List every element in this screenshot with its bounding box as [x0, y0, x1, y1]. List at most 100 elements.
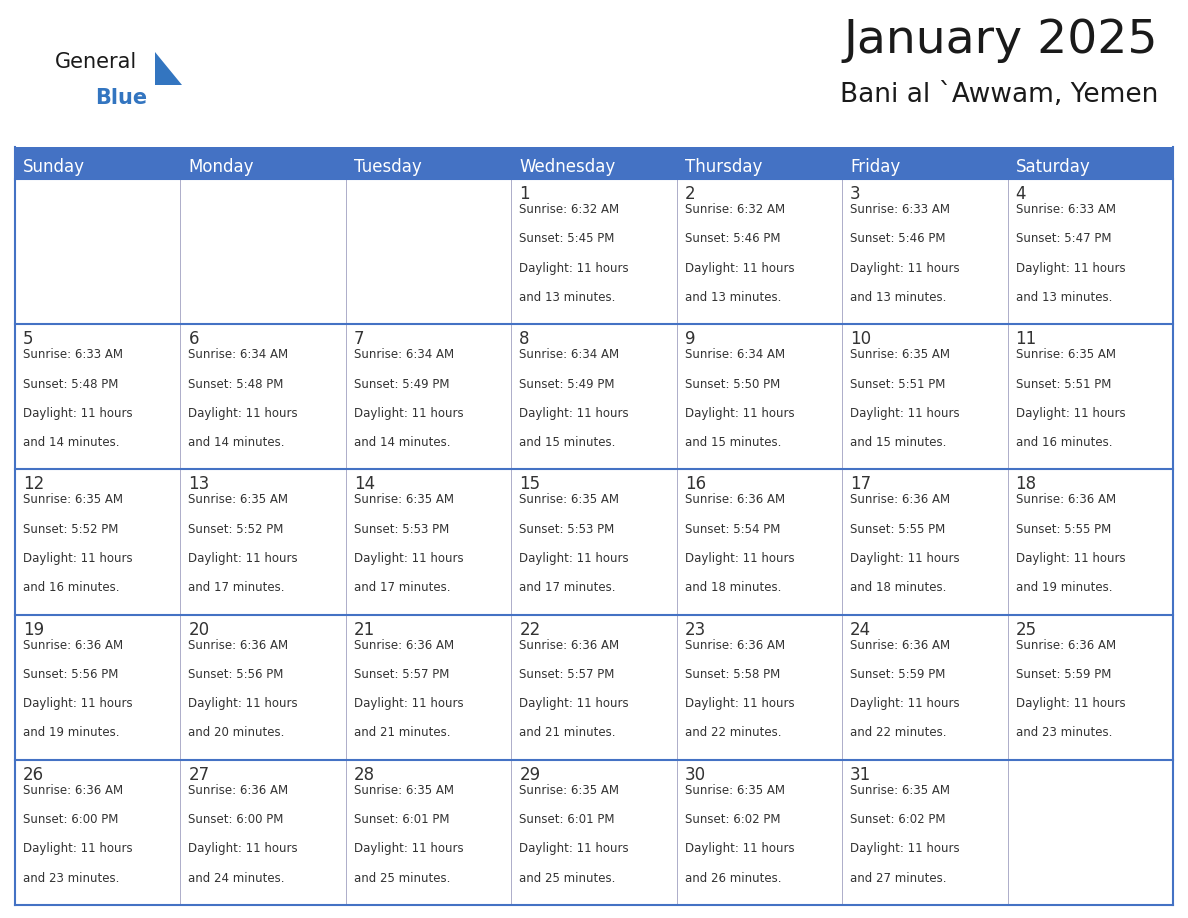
Text: Daylight: 11 hours: Daylight: 11 hours	[684, 843, 795, 856]
Text: Sunset: 5:50 PM: Sunset: 5:50 PM	[684, 377, 781, 390]
Text: Sunset: 6:01 PM: Sunset: 6:01 PM	[519, 813, 614, 826]
Text: 14: 14	[354, 476, 375, 493]
Text: 23: 23	[684, 621, 706, 639]
Text: and 21 minutes.: and 21 minutes.	[519, 726, 615, 740]
Text: Tuesday: Tuesday	[354, 158, 422, 176]
Text: and 21 minutes.: and 21 minutes.	[354, 726, 450, 740]
Text: 5: 5	[23, 330, 33, 348]
Bar	[181, 469, 346, 614]
Text: and 15 minutes.: and 15 minutes.	[851, 436, 947, 449]
Text: and 25 minutes.: and 25 minutes.	[354, 872, 450, 885]
Text: Daylight: 11 hours: Daylight: 11 hours	[519, 262, 628, 274]
Bar	[1007, 179, 1173, 324]
Bar	[677, 614, 842, 760]
Text: Sunset: 5:49 PM: Sunset: 5:49 PM	[519, 377, 614, 390]
Text: Sunset: 6:02 PM: Sunset: 6:02 PM	[851, 813, 946, 826]
Bar	[511, 324, 677, 469]
Text: Sunrise: 6:35 AM: Sunrise: 6:35 AM	[851, 348, 950, 361]
Text: Sunrise: 6:35 AM: Sunrise: 6:35 AM	[354, 784, 454, 797]
Text: and 19 minutes.: and 19 minutes.	[23, 726, 120, 740]
Text: Sunset: 5:55 PM: Sunset: 5:55 PM	[1016, 522, 1111, 536]
Text: Sunrise: 6:35 AM: Sunrise: 6:35 AM	[354, 493, 454, 507]
Text: Sunrise: 6:34 AM: Sunrise: 6:34 AM	[684, 348, 785, 361]
Bar	[15, 179, 181, 324]
Text: Sunrise: 6:34 AM: Sunrise: 6:34 AM	[519, 348, 619, 361]
Text: Daylight: 11 hours: Daylight: 11 hours	[189, 552, 298, 565]
Text: 26: 26	[23, 766, 44, 784]
Text: Sunset: 5:53 PM: Sunset: 5:53 PM	[519, 522, 614, 536]
Text: and 13 minutes.: and 13 minutes.	[1016, 291, 1112, 304]
Text: and 22 minutes.: and 22 minutes.	[851, 726, 947, 740]
Text: Daylight: 11 hours: Daylight: 11 hours	[684, 697, 795, 711]
Bar	[677, 760, 842, 905]
Text: January 2025: January 2025	[843, 18, 1158, 63]
Text: 21: 21	[354, 621, 375, 639]
Text: Daylight: 11 hours: Daylight: 11 hours	[519, 552, 628, 565]
Text: Daylight: 11 hours: Daylight: 11 hours	[519, 697, 628, 711]
Text: Sunrise: 6:36 AM: Sunrise: 6:36 AM	[23, 639, 124, 652]
Text: Daylight: 11 hours: Daylight: 11 hours	[519, 843, 628, 856]
Text: and 18 minutes.: and 18 minutes.	[684, 581, 781, 594]
Text: Sunset: 6:02 PM: Sunset: 6:02 PM	[684, 813, 781, 826]
Text: Sunset: 6:01 PM: Sunset: 6:01 PM	[354, 813, 449, 826]
Text: Daylight: 11 hours: Daylight: 11 hours	[189, 407, 298, 420]
Text: Sunrise: 6:33 AM: Sunrise: 6:33 AM	[1016, 203, 1116, 216]
Text: and 17 minutes.: and 17 minutes.	[189, 581, 285, 594]
Text: Sunrise: 6:35 AM: Sunrise: 6:35 AM	[189, 493, 289, 507]
Text: Daylight: 11 hours: Daylight: 11 hours	[684, 552, 795, 565]
Bar	[181, 324, 346, 469]
Text: 18: 18	[1016, 476, 1037, 493]
Text: 28: 28	[354, 766, 375, 784]
Text: Daylight: 11 hours: Daylight: 11 hours	[1016, 407, 1125, 420]
Text: and 13 minutes.: and 13 minutes.	[684, 291, 781, 304]
Text: Daylight: 11 hours: Daylight: 11 hours	[23, 843, 133, 856]
Text: 27: 27	[189, 766, 209, 784]
Text: Sunrise: 6:36 AM: Sunrise: 6:36 AM	[23, 784, 124, 797]
Text: Friday: Friday	[851, 158, 901, 176]
Text: Sunset: 5:45 PM: Sunset: 5:45 PM	[519, 232, 614, 245]
Text: Daylight: 11 hours: Daylight: 11 hours	[684, 407, 795, 420]
Text: and 15 minutes.: and 15 minutes.	[684, 436, 781, 449]
Text: 12: 12	[23, 476, 44, 493]
Text: and 27 minutes.: and 27 minutes.	[851, 872, 947, 885]
Text: and 14 minutes.: and 14 minutes.	[354, 436, 450, 449]
Text: Sunset: 5:52 PM: Sunset: 5:52 PM	[23, 522, 119, 536]
Bar	[511, 469, 677, 614]
Text: Sunrise: 6:36 AM: Sunrise: 6:36 AM	[519, 639, 619, 652]
Text: 15: 15	[519, 476, 541, 493]
Text: Sunrise: 6:33 AM: Sunrise: 6:33 AM	[851, 203, 950, 216]
Text: 30: 30	[684, 766, 706, 784]
Bar	[346, 324, 511, 469]
Bar	[181, 614, 346, 760]
Bar	[677, 179, 842, 324]
Text: Daylight: 11 hours: Daylight: 11 hours	[851, 697, 960, 711]
Text: Daylight: 11 hours: Daylight: 11 hours	[23, 552, 133, 565]
Text: and 15 minutes.: and 15 minutes.	[519, 436, 615, 449]
Bar	[842, 179, 1007, 324]
Text: Sunrise: 6:36 AM: Sunrise: 6:36 AM	[684, 493, 785, 507]
Text: Daylight: 11 hours: Daylight: 11 hours	[1016, 697, 1125, 711]
Text: Sunset: 5:56 PM: Sunset: 5:56 PM	[23, 668, 119, 681]
Text: Daylight: 11 hours: Daylight: 11 hours	[1016, 552, 1125, 565]
Text: Daylight: 11 hours: Daylight: 11 hours	[851, 552, 960, 565]
Text: Daylight: 11 hours: Daylight: 11 hours	[354, 843, 463, 856]
Bar	[181, 179, 346, 324]
Text: and 17 minutes.: and 17 minutes.	[519, 581, 615, 594]
Text: Wednesday: Wednesday	[519, 158, 615, 176]
Bar	[842, 469, 1007, 614]
Text: Sunrise: 6:36 AM: Sunrise: 6:36 AM	[189, 639, 289, 652]
Bar	[842, 324, 1007, 469]
Bar	[677, 469, 842, 614]
Text: Sunrise: 6:36 AM: Sunrise: 6:36 AM	[354, 639, 454, 652]
Text: 20: 20	[189, 621, 209, 639]
Text: Sunrise: 6:36 AM: Sunrise: 6:36 AM	[851, 639, 950, 652]
Text: Daylight: 11 hours: Daylight: 11 hours	[354, 552, 463, 565]
Text: Sunset: 5:55 PM: Sunset: 5:55 PM	[851, 522, 946, 536]
Text: Sunset: 5:48 PM: Sunset: 5:48 PM	[189, 377, 284, 390]
Text: Daylight: 11 hours: Daylight: 11 hours	[519, 407, 628, 420]
Text: Sunset: 5:51 PM: Sunset: 5:51 PM	[851, 377, 946, 390]
Text: and 23 minutes.: and 23 minutes.	[1016, 726, 1112, 740]
Text: Sunrise: 6:32 AM: Sunrise: 6:32 AM	[684, 203, 785, 216]
Text: Sunrise: 6:36 AM: Sunrise: 6:36 AM	[684, 639, 785, 652]
Text: Sunset: 5:46 PM: Sunset: 5:46 PM	[851, 232, 946, 245]
